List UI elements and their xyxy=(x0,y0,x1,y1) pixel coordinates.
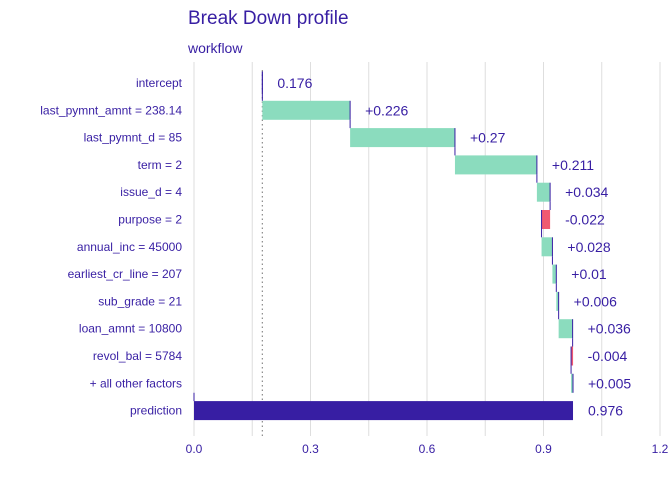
contribution-bar xyxy=(541,210,551,229)
waterfall-bars xyxy=(193,71,574,421)
value-label: +0.01 xyxy=(571,266,607,282)
value-label: +0.028 xyxy=(567,239,610,255)
x-tick-label: 0.9 xyxy=(535,442,552,456)
y-axis-label: last_pymnt_amnt = 238.14 xyxy=(40,103,182,117)
y-axis-label: + all other factors xyxy=(90,376,182,390)
value-labels: 0.176 +0.226 +0.27 +0.211 +0.034 -0.022 +0.028… xyxy=(277,75,631,419)
x-tick-label: 0.3 xyxy=(302,442,319,456)
y-axis-labels: intercept last_pymnt_amnt = 238.14 last_py… xyxy=(40,76,182,418)
contribution-bar xyxy=(541,237,553,257)
y-axis-label: earliest_cr_line = 207 xyxy=(68,267,183,281)
value-label: +0.226 xyxy=(365,102,408,118)
y-axis-label: intercept xyxy=(136,76,183,90)
value-label: -0.004 xyxy=(588,348,628,364)
contribution-bar xyxy=(571,373,574,393)
value-label: +0.005 xyxy=(588,375,631,391)
contribution-bar xyxy=(454,155,537,175)
contribution-bar xyxy=(558,319,573,339)
y-axis-label: last_pymnt_d = 85 xyxy=(84,131,183,145)
x-tick-label: 0.0 xyxy=(186,442,203,456)
value-label: +0.211 xyxy=(552,157,594,173)
value-label: +0.27 xyxy=(470,130,506,146)
contribution-bar xyxy=(350,128,455,148)
contribution-bar xyxy=(536,182,551,202)
value-label: 0.176 xyxy=(277,75,312,91)
chart-subtitle: workflow xyxy=(187,40,243,56)
y-axis-label: loan_amnt = 10800 xyxy=(79,322,182,336)
y-axis-label: prediction xyxy=(130,404,182,418)
contribution-bar xyxy=(552,264,557,284)
x-tick-label: 1.2 xyxy=(652,442,669,456)
prediction-bar xyxy=(194,401,574,421)
value-label: +0.006 xyxy=(574,293,617,309)
contribution-bar xyxy=(556,291,559,311)
chart-title: Break Down profile xyxy=(188,8,349,29)
x-tick-label: 0.6 xyxy=(419,442,436,456)
y-axis-label: term = 2 xyxy=(138,158,183,172)
x-axis-ticks: 0.0 0.3 0.6 0.9 1.2 xyxy=(186,442,669,456)
value-label: 0.976 xyxy=(588,403,623,419)
gridlines xyxy=(193,62,661,436)
value-label: +0.036 xyxy=(588,321,631,337)
contribution-bar xyxy=(571,346,574,366)
y-axis-label: purpose = 2 xyxy=(118,213,182,227)
y-axis-label: annual_inc = 45000 xyxy=(77,240,182,254)
y-axis-label: sub_grade = 21 xyxy=(98,294,182,308)
y-axis-label: revol_bal = 5784 xyxy=(93,349,182,363)
value-label: +0.034 xyxy=(565,184,608,200)
contribution-bar xyxy=(262,100,351,120)
value-label: -0.022 xyxy=(565,212,605,228)
y-axis-label: issue_d = 4 xyxy=(120,185,182,199)
